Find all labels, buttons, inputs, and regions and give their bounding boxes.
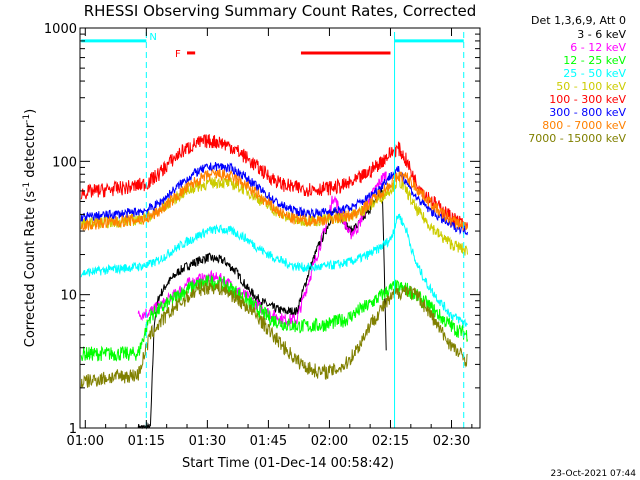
- legend-entry-3: 25 - 50 keV: [563, 67, 626, 80]
- y-tick-label-2: 100: [52, 155, 77, 170]
- series-line-3: [80, 213, 468, 327]
- status-bars: NF: [81, 32, 464, 60]
- series-line-2: [80, 273, 468, 362]
- series-line-8: [80, 280, 468, 389]
- legend-entry-5: 100 - 300 keV: [549, 93, 626, 106]
- y-axis: 1 10 100 1000: [44, 22, 480, 437]
- x-tick-label-1: 01:15: [128, 434, 165, 449]
- legend-entry-4: 50 - 100 keV: [556, 80, 626, 93]
- series-line-7: [80, 168, 468, 231]
- y-axis-label: Corrected Count Rate (s-1 detector-1): [22, 109, 38, 347]
- y-label-sup2: -1: [22, 114, 32, 123]
- x-tick-label-4: 02:00: [311, 434, 348, 449]
- legend-entry-7: 800 - 7000 keV: [542, 119, 626, 132]
- y-tick-label-0: 1: [69, 422, 77, 437]
- x-axis-label: Start Time (01-Dec-14 00:58:42): [182, 456, 394, 471]
- timestamp: 23-Oct-2021 07:44: [551, 469, 637, 479]
- legend-entry-8: 7000 - 15000 keV: [528, 132, 626, 145]
- legend-entry-1: 6 - 12 keV: [570, 41, 626, 54]
- plot-frame: [79, 27, 481, 429]
- x-axis: 01:00 01:15 01:30 01:45 02:00 02:15 02:30: [67, 28, 473, 449]
- series-line-4: [80, 175, 468, 256]
- night-flag: N: [149, 32, 156, 43]
- y-tick-label-3: 1000: [44, 22, 77, 37]
- legend-entry-0: 3 - 6 keV: [577, 28, 626, 41]
- y-label-sup1: -1: [22, 182, 32, 191]
- y-tick-label-1: 10: [60, 289, 77, 304]
- x-tick-label-0: 01:00: [67, 434, 104, 449]
- series-line-1: [137, 171, 387, 327]
- y-label-part2: detector: [23, 122, 38, 182]
- legend-entry-6: 300 - 800 keV: [549, 106, 626, 119]
- y-label-part3: ): [23, 109, 38, 114]
- y-label-part1: Corrected Count Rate (s: [23, 191, 38, 348]
- legend-entry-2: 12 - 25 keV: [563, 54, 626, 67]
- legend-header: Det 1,3,6,9, Att 0: [531, 14, 626, 27]
- x-tick-label-6: 02:30: [433, 434, 470, 449]
- chart-title: RHESSI Observing Summary Count Rates, Co…: [84, 2, 477, 20]
- x-tick-label-5: 02:15: [372, 434, 409, 449]
- vertical-markers: [145, 32, 465, 428]
- plot-area: [80, 134, 468, 430]
- x-tick-label-3: 01:45: [250, 434, 287, 449]
- flare-flag: F: [175, 49, 181, 60]
- series-line-5: [80, 134, 468, 230]
- x-tick-label-2: 01:30: [189, 434, 226, 449]
